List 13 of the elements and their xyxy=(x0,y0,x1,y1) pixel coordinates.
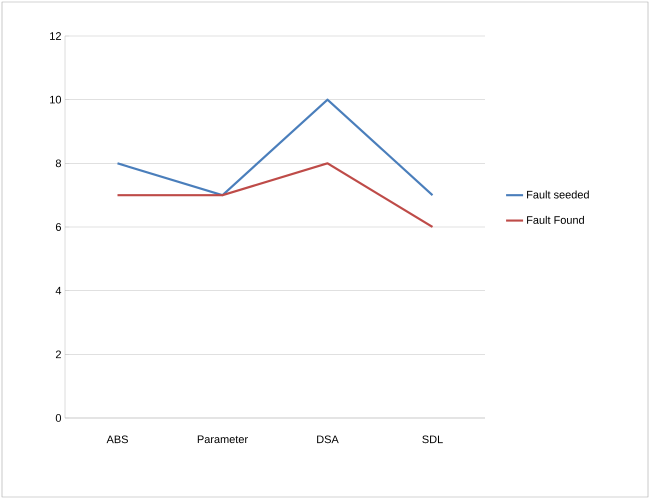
y-tick-label: 10 xyxy=(50,96,62,104)
x-tick-label: DSA xyxy=(317,435,339,444)
x-tick-label: SDL xyxy=(422,435,443,444)
x-tick-label: ABS xyxy=(106,435,128,444)
legend-label: Fault seeded xyxy=(527,190,589,199)
y-tick-label: 8 xyxy=(56,159,61,168)
y-tick-label: 6 xyxy=(56,223,61,231)
y-tick-label: 4 xyxy=(56,286,62,294)
y-tick-label: 2 xyxy=(56,350,61,358)
y-tick-label: 0 xyxy=(56,414,62,422)
y-tick-label: 12 xyxy=(50,32,61,40)
legend-label: Fault Found xyxy=(527,216,584,224)
x-tick-label: Parameter xyxy=(198,435,248,444)
